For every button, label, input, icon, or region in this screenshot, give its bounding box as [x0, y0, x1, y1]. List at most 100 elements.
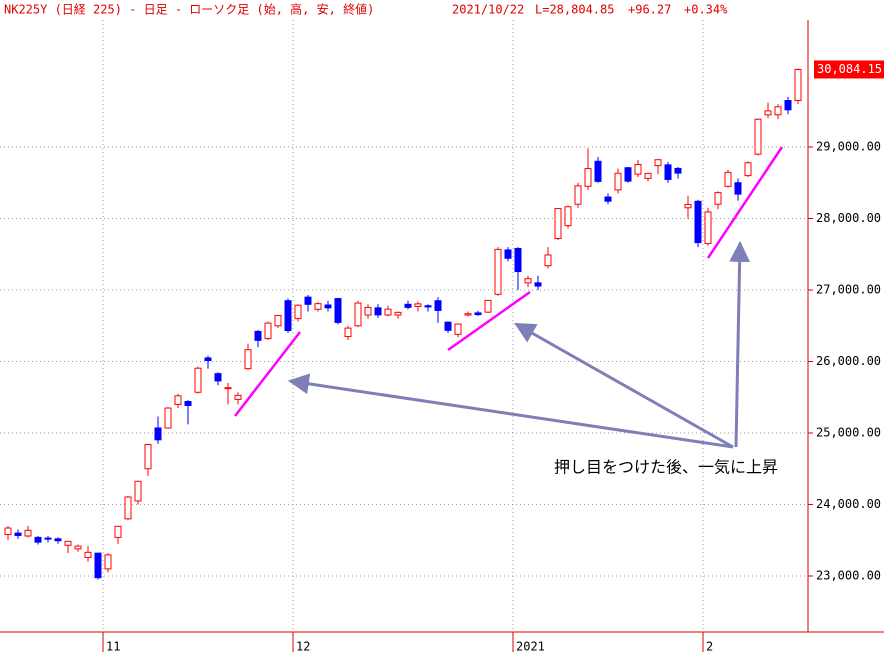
trend-line — [447, 290, 531, 352]
trend-line — [706, 146, 784, 259]
candle-body — [424, 305, 432, 308]
candle-body — [284, 300, 292, 332]
candle-body — [144, 444, 152, 470]
candle-body — [54, 538, 62, 542]
candle-body — [244, 349, 252, 370]
candle-body — [74, 545, 82, 550]
candle-body — [704, 211, 712, 245]
last-price-label: 30,084.15 — [817, 62, 882, 76]
info-last: L=28,804.85 — [535, 3, 614, 17]
candle-body — [164, 407, 172, 429]
candle-body — [234, 394, 242, 400]
candle-body — [644, 172, 652, 179]
plot: 23,000.00 24,000.00 25,000.00 26,000.00 27,0… — [0, 20, 881, 654]
y-tick-label: 25,000.00 — [816, 426, 881, 440]
candle-body — [214, 373, 222, 382]
x-tick-label: 12 — [296, 640, 310, 654]
candle-body — [634, 163, 642, 175]
candle-body — [574, 185, 582, 205]
candle-body — [134, 480, 142, 502]
candle-body — [784, 100, 792, 111]
last-price-box — [814, 60, 884, 79]
candle-body — [294, 304, 302, 320]
x-tick-label: 2021 — [516, 640, 545, 654]
candle-body — [374, 307, 382, 316]
candle-body — [794, 68, 802, 102]
arrow — [514, 322, 734, 449]
candle-body — [744, 162, 752, 177]
candle-body — [314, 303, 322, 310]
candle-body — [454, 323, 462, 335]
y-tick-label: 29,000.00 — [816, 139, 881, 153]
candle-body — [304, 296, 312, 305]
x-tick-label: 2 — [706, 640, 713, 654]
candle-body — [224, 387, 232, 390]
candle-body — [764, 110, 772, 116]
candle-body — [504, 249, 512, 259]
candle-body — [614, 172, 622, 191]
candle-body — [344, 327, 352, 337]
candle-body — [4, 527, 12, 536]
y-tick-label: 27,000.00 — [816, 282, 881, 296]
candle-body — [664, 164, 672, 180]
candle-body — [444, 321, 452, 331]
candle-body — [384, 308, 392, 316]
candle-body — [334, 298, 342, 323]
candle-body — [174, 395, 182, 405]
arrow — [729, 240, 751, 448]
candle-body — [674, 167, 682, 174]
candle-body — [524, 278, 532, 284]
candle-body — [124, 496, 132, 520]
candle-body — [584, 168, 592, 187]
annotation: 押し目をつけた後、一気に上昇 — [554, 458, 778, 477]
candle-body — [204, 357, 212, 362]
info-change: +96.27 — [628, 3, 671, 17]
candle-body — [604, 196, 612, 202]
candle-body — [184, 401, 192, 406]
candle-body — [474, 312, 482, 316]
y-tick-label: 26,000.00 — [816, 354, 881, 368]
candle-body — [14, 532, 22, 536]
candle-body — [94, 552, 102, 579]
candle-body — [84, 551, 92, 558]
candle-body — [324, 304, 332, 309]
candle-body — [404, 303, 412, 308]
candle-body — [434, 300, 442, 311]
y-tick-label: 23,000.00 — [816, 569, 881, 583]
candle-body — [684, 203, 692, 209]
candle-body — [514, 248, 522, 273]
candle-body — [24, 529, 32, 537]
candle-body — [264, 322, 272, 340]
info-pct: +0.34% — [684, 3, 728, 17]
candle-body — [394, 311, 402, 316]
candle-body — [534, 282, 542, 287]
candle-body — [274, 314, 282, 327]
candle-body — [114, 525, 122, 538]
candle-body — [754, 118, 762, 155]
candle-body — [364, 306, 372, 316]
candle-body — [484, 299, 492, 313]
candle-body — [734, 182, 742, 195]
y-tick-label: 24,000.00 — [816, 497, 881, 511]
candle-body — [64, 540, 72, 546]
candle-body — [354, 302, 362, 327]
info-date: 2021/10/22 — [452, 3, 524, 17]
candle-body — [104, 554, 112, 570]
candle-body — [194, 367, 202, 393]
candle-body — [544, 254, 552, 267]
candle-body — [44, 537, 52, 540]
chart-title: NK225Y (日経 225) - 日足 - ローソク足 (始, 高, 安, 終… — [4, 2, 374, 17]
candle-body — [694, 200, 702, 244]
candle-body — [594, 160, 602, 182]
candle-body — [714, 192, 722, 205]
candle-body — [254, 330, 262, 341]
trend-line — [234, 331, 301, 417]
arrow — [287, 373, 734, 449]
y-tick-label: 28,000.00 — [816, 211, 881, 225]
candle-body — [554, 208, 562, 240]
candle-body — [564, 206, 572, 227]
candle-body — [34, 536, 42, 543]
candle-body — [654, 159, 662, 167]
